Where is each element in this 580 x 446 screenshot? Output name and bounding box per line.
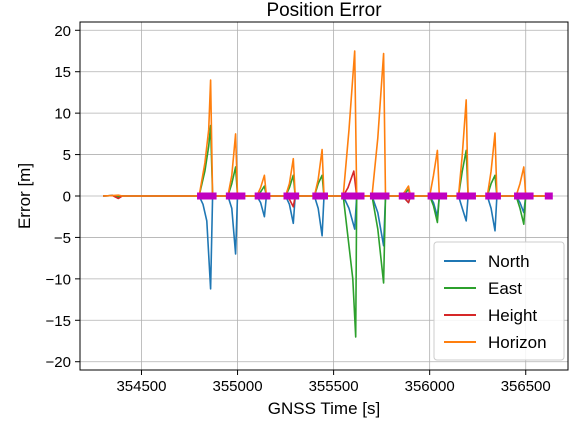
y-tick-label: 10 bbox=[54, 106, 71, 123]
zero-marker bbox=[467, 192, 476, 200]
zero-marker bbox=[320, 192, 328, 200]
zero-marker bbox=[291, 192, 300, 200]
legend-label: Height bbox=[488, 306, 537, 325]
x-tick-label: 356500 bbox=[501, 378, 551, 395]
legend-box bbox=[433, 241, 565, 361]
y-tick-label: −15 bbox=[46, 313, 71, 330]
legend: North East Height Horizon bbox=[433, 241, 565, 361]
zero-marker bbox=[356, 192, 365, 200]
zero-marker bbox=[262, 192, 271, 200]
y-tick-label: −20 bbox=[46, 354, 71, 371]
zero-marker bbox=[525, 192, 534, 200]
x-tick-label: 356000 bbox=[405, 378, 455, 395]
x-tick-label: 355500 bbox=[309, 378, 359, 395]
x-axis-label: GNSS Time [s] bbox=[268, 399, 380, 418]
y-axis-ticks: −20 −15 −10 −5 0 5 10 15 20 bbox=[46, 23, 80, 371]
legend-label: Horizon bbox=[488, 333, 547, 352]
zero-marker bbox=[544, 192, 553, 200]
zero-markers bbox=[197, 192, 553, 200]
zero-marker bbox=[439, 192, 448, 200]
zero-marker bbox=[492, 192, 501, 200]
chart-title: Position Error bbox=[266, 0, 382, 21]
zero-marker bbox=[406, 192, 415, 200]
zero-marker bbox=[237, 192, 246, 200]
y-tick-label: 15 bbox=[54, 64, 71, 81]
x-axis-ticks: 354500 355000 355500 356000 356500 bbox=[116, 370, 551, 395]
x-tick-label: 355000 bbox=[213, 378, 263, 395]
chart-svg: 354500 355000 355500 356000 356500 −20 −15 −10… bbox=[15, 0, 569, 418]
y-tick-label: −5 bbox=[54, 230, 71, 247]
legend-label: North bbox=[488, 252, 530, 271]
y-axis-label: Error [m] bbox=[15, 163, 34, 229]
legend-label: East bbox=[488, 279, 522, 298]
x-tick-label: 354500 bbox=[116, 378, 166, 395]
y-tick-label: −10 bbox=[46, 271, 71, 288]
y-tick-label: 5 bbox=[63, 147, 71, 164]
y-tick-label: 0 bbox=[63, 189, 71, 206]
zero-marker bbox=[381, 192, 390, 200]
zero-marker bbox=[208, 192, 217, 200]
y-tick-label: 20 bbox=[54, 23, 71, 40]
